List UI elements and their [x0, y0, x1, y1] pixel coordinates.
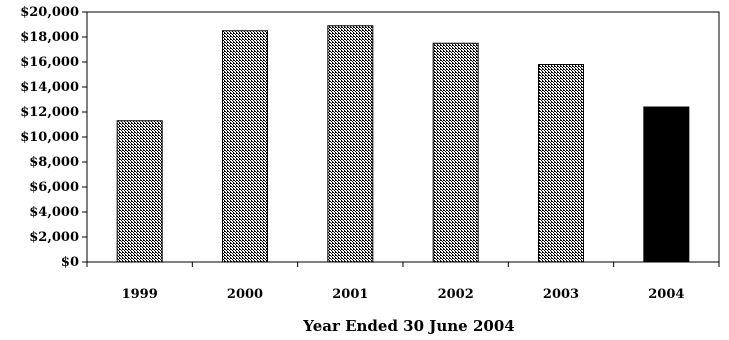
x-axis-title: Year Ended 30 June 2004: [302, 317, 514, 335]
x-axis: 1999 2000 2001 2002 2003 2004: [86, 262, 720, 302]
bar-2002: [432, 42, 479, 263]
y-tick-label: $18,000: [20, 30, 79, 45]
plot-area: [86, 11, 720, 263]
bar-2001: [327, 25, 374, 263]
bar-2000: [222, 30, 268, 263]
y-tick-label: $14,000: [20, 80, 79, 95]
y-tick-label: $16,000: [20, 55, 79, 70]
y-tick-label: $10,000: [20, 130, 79, 145]
bar-2004: [643, 106, 690, 263]
y-tick-label: $6,000: [29, 180, 79, 195]
bar-1999: [116, 120, 163, 263]
x-tick-label: 2004: [648, 287, 684, 302]
bars-group: [116, 25, 690, 263]
x-tick-label: 2000: [227, 287, 263, 302]
y-tick-label: $2,000: [29, 230, 79, 245]
x-tick-label: 2003: [543, 287, 579, 302]
x-tick-label: 2001: [332, 287, 368, 302]
y-tick-label: $12,000: [20, 105, 79, 120]
y-tick-label: $8,000: [29, 155, 79, 170]
x-tick-label: 1999: [122, 287, 158, 302]
plot-frame: [86, 11, 720, 263]
y-tick-label: $4,000: [29, 205, 79, 220]
y-tick-label: $20,000: [20, 5, 79, 20]
y-tick-label: $0: [61, 255, 79, 270]
bar-2003: [538, 64, 584, 263]
y-axis: $0 $2,000 $4,000 $6,000 $8,000 $10,000 $12,000…: [20, 5, 87, 270]
x-tick-label: 2002: [438, 287, 474, 302]
